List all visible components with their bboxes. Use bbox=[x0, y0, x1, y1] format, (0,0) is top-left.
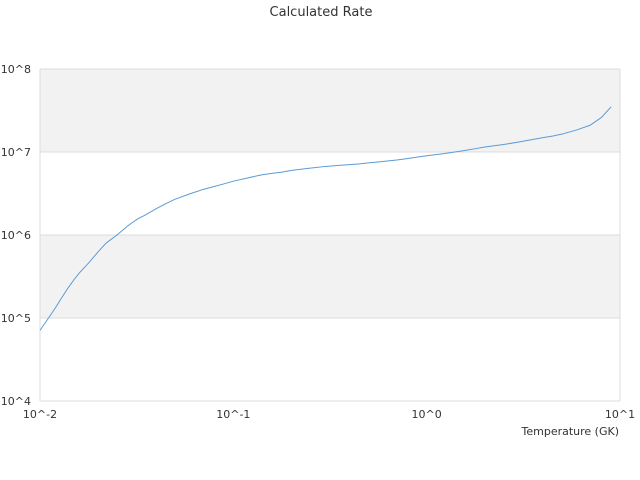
series-layer bbox=[39, 106, 612, 331]
plot-bands bbox=[40, 69, 620, 401]
chart-title: Calculated Rate bbox=[270, 5, 373, 20]
series-line bbox=[39, 106, 612, 331]
plot-band bbox=[40, 318, 620, 401]
grid-lines bbox=[39, 68, 621, 402]
x-axis-title: Temperature (GK) bbox=[521, 425, 620, 438]
y-tick-label: 10^8 bbox=[1, 63, 31, 76]
x-tick-label: 10^1 bbox=[605, 408, 635, 421]
plot-band bbox=[40, 235, 620, 318]
x-tick-label: 10^-1 bbox=[216, 408, 250, 421]
y-tick-label: 10^7 bbox=[1, 146, 31, 159]
x-axis-tick-labels: 10^-2 10^-1 10^0 10^1 bbox=[23, 408, 635, 421]
y-axis-tick-labels: 10^4 10^5 10^6 10^7 10^8 bbox=[1, 63, 31, 408]
y-tick-label: 10^6 bbox=[1, 229, 31, 242]
x-tick-label: 10^-2 bbox=[23, 408, 57, 421]
plot-band bbox=[40, 152, 620, 235]
plot-band bbox=[40, 69, 620, 152]
y-tick-label: 10^4 bbox=[1, 395, 31, 408]
x-tick-label: 10^0 bbox=[412, 408, 442, 421]
y-tick-label: 10^5 bbox=[1, 312, 31, 325]
